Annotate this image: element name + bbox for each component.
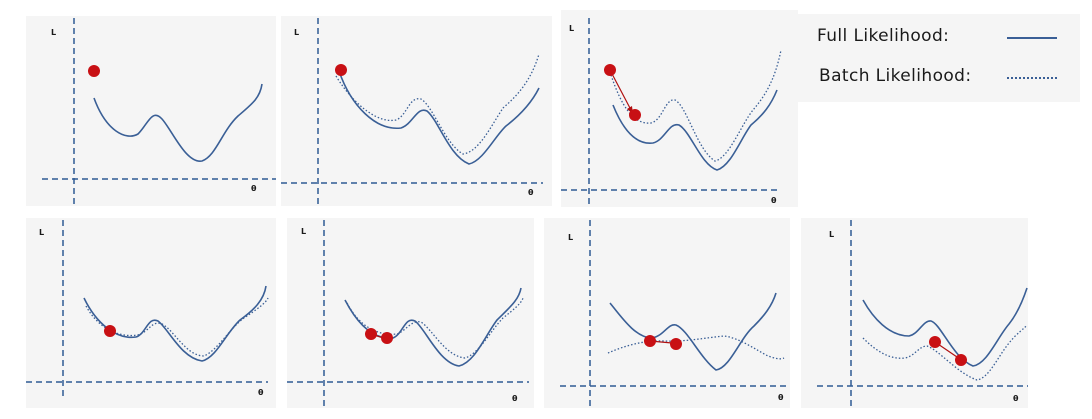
y-axis-label: L (568, 233, 574, 242)
panel-5: L θ (287, 218, 534, 408)
parameter-point-end (955, 354, 967, 366)
y-axis-label: L (301, 227, 307, 236)
full-likelihood-curve (83, 285, 267, 362)
legend-batch-label: Batch Likelihood: (819, 66, 972, 86)
step-arrow (609, 69, 632, 111)
batch-likelihood-curve (346, 297, 524, 359)
panel-2-plot (281, 18, 543, 206)
x-axis-label: θ (1013, 394, 1019, 403)
full-likelihood-curve (612, 89, 778, 171)
full-likelihood-curve (344, 287, 522, 367)
y-axis-label: L (829, 230, 835, 239)
parameter-point-start (929, 336, 941, 348)
parameter-point-end (670, 338, 682, 350)
x-axis-label: θ (778, 393, 784, 402)
y-axis-label: L (569, 24, 575, 33)
parameter-point-end (381, 332, 393, 344)
full-likelihood-curve (338, 70, 540, 165)
full-likelihood-curve (609, 292, 777, 371)
panel-7: L θ (801, 218, 1028, 408)
legend-full: Full Likelihood: (797, 22, 1080, 52)
legend-batch-line (1007, 77, 1057, 79)
panel-6: L θ (544, 218, 790, 408)
full-likelihood-curve (93, 83, 263, 162)
panel-2: L θ (281, 16, 552, 206)
panel-7-plot (817, 220, 1028, 408)
panel-1: L θ (26, 16, 276, 206)
parameter-point-start (365, 328, 377, 340)
panel-6-plot (560, 220, 786, 408)
panel-1-plot (42, 18, 276, 206)
panel-3-plot (561, 18, 782, 207)
parameter-point (88, 65, 100, 77)
legend-batch: Batch Likelihood: (797, 62, 1080, 92)
x-axis-label: θ (512, 394, 518, 403)
batch-likelihood-curve (85, 297, 269, 357)
y-axis-label: L (51, 28, 57, 37)
panel-5-plot (287, 220, 529, 408)
legend-full-label: Full Likelihood: (817, 26, 950, 46)
y-axis-label: L (39, 228, 45, 237)
panel-4: L θ (26, 218, 276, 408)
x-axis-label: θ (251, 184, 257, 193)
parameter-point (335, 64, 347, 76)
x-axis-label: θ (258, 388, 264, 397)
batch-likelihood-curve (607, 335, 785, 360)
parameter-point-start (604, 64, 616, 76)
legend: Full Likelihood: Batch Likelihood: (797, 14, 1080, 102)
parameter-point-start (644, 335, 656, 347)
parameter-point-end (629, 109, 641, 121)
x-axis-label: θ (771, 196, 777, 205)
legend-full-line (1007, 37, 1057, 39)
batch-likelihood-curve (335, 53, 540, 155)
parameter-point (104, 325, 116, 337)
y-axis-label: L (294, 28, 300, 37)
batch-likelihood-curve (610, 49, 782, 162)
panel-3: L θ (561, 10, 798, 207)
full-likelihood-curve (862, 287, 1028, 367)
x-axis-label: θ (528, 188, 534, 197)
panel-4-plot (26, 220, 269, 398)
